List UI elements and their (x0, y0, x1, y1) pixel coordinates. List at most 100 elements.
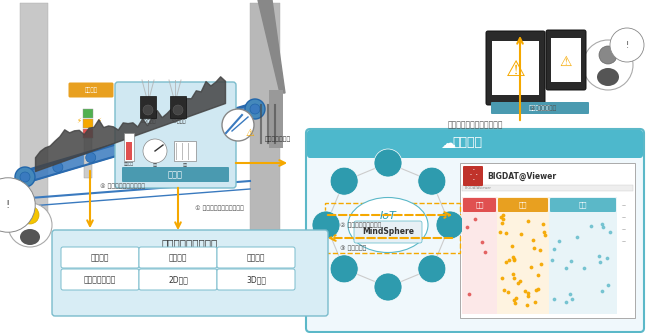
Text: 予兆: 予兆 (519, 202, 527, 208)
Text: クラウド上でデータを分析: クラウド上でデータを分析 (447, 121, 502, 130)
Point (508, 255, 518, 260)
Text: 正常: 正常 (578, 202, 587, 208)
Text: ⚠: ⚠ (246, 128, 254, 138)
Text: センサ: センサ (168, 170, 183, 179)
Circle shape (330, 167, 358, 195)
Polygon shape (25, 103, 255, 183)
Text: IoT: IoT (380, 211, 396, 221)
Bar (462, 185, 633, 191)
Circle shape (250, 104, 260, 114)
Point (604, 229, 615, 235)
Text: ① センサの数値をデータ化: ① センサの数値をデータ化 (195, 205, 244, 211)
Bar (250, 3, 280, 233)
Text: ② データをクラウドへ: ② データをクラウドへ (340, 222, 382, 228)
Bar (124, 133, 134, 161)
Bar (83, 129, 93, 138)
Circle shape (436, 211, 464, 239)
FancyBboxPatch shape (463, 166, 483, 186)
Circle shape (330, 255, 358, 283)
Point (567, 296, 577, 301)
FancyBboxPatch shape (52, 230, 328, 316)
Circle shape (599, 46, 617, 64)
Circle shape (374, 149, 402, 177)
FancyBboxPatch shape (115, 82, 236, 188)
Text: 電流情報: 電流情報 (247, 253, 265, 262)
Circle shape (53, 162, 63, 172)
Point (540, 229, 550, 235)
FancyBboxPatch shape (551, 38, 581, 82)
Point (538, 221, 549, 227)
Text: ──: ── (621, 228, 626, 232)
Text: 振動情報: 振動情報 (169, 253, 187, 262)
FancyBboxPatch shape (546, 30, 586, 90)
Text: ⚡: ⚡ (96, 118, 101, 124)
Text: 警報発報: 警報発報 (84, 87, 98, 93)
Bar (462, 197, 497, 314)
Point (520, 289, 530, 294)
Point (595, 259, 605, 265)
Text: ⚠: ⚠ (506, 60, 525, 80)
FancyBboxPatch shape (486, 31, 545, 105)
FancyBboxPatch shape (217, 269, 295, 290)
Point (528, 246, 539, 251)
Point (547, 258, 558, 263)
Point (499, 212, 509, 218)
Polygon shape (258, 0, 285, 93)
Point (554, 238, 565, 244)
Bar (269, 90, 283, 148)
Circle shape (418, 255, 446, 283)
Circle shape (86, 153, 96, 163)
Point (561, 299, 571, 304)
FancyBboxPatch shape (217, 247, 295, 268)
Point (533, 272, 543, 278)
Text: 2D情報: 2D情報 (168, 275, 188, 284)
Point (516, 232, 526, 237)
Bar (174, 141, 196, 161)
Bar (314, 133, 636, 148)
Point (603, 283, 614, 288)
Circle shape (583, 40, 633, 90)
Bar (325, 203, 460, 253)
Point (561, 266, 571, 271)
Point (501, 230, 512, 235)
Point (602, 255, 612, 260)
Text: 振動: 振動 (183, 163, 187, 167)
Point (549, 246, 559, 251)
Text: BIGDATAViewer: BIGDATAViewer (465, 186, 492, 190)
Point (526, 264, 537, 270)
Point (566, 258, 577, 263)
Point (579, 266, 590, 271)
Point (594, 253, 604, 258)
Point (512, 295, 522, 301)
FancyBboxPatch shape (550, 198, 616, 212)
Point (536, 261, 546, 267)
Point (533, 286, 543, 291)
Text: ☁: ☁ (441, 136, 456, 151)
Text: ③ 予兆を通知: ③ 予兆を通知 (340, 245, 367, 251)
Ellipse shape (348, 197, 428, 252)
Bar (84, 138, 92, 178)
Circle shape (143, 105, 153, 115)
Bar (497, 197, 549, 314)
Text: マシンビジョン: マシンビジョン (84, 275, 116, 284)
FancyBboxPatch shape (68, 83, 114, 98)
Circle shape (20, 172, 30, 182)
FancyBboxPatch shape (498, 198, 548, 212)
Text: モバイル端末: モバイル端末 (528, 105, 551, 111)
Point (527, 237, 538, 242)
Bar (549, 197, 617, 314)
FancyBboxPatch shape (491, 102, 589, 114)
Text: !: ! (625, 41, 629, 50)
Point (462, 224, 472, 229)
Text: 異常: 異常 (475, 202, 484, 208)
Point (476, 239, 487, 244)
FancyBboxPatch shape (139, 247, 217, 268)
Point (549, 296, 559, 301)
Text: ──: ── (621, 216, 626, 220)
Text: BIGDAT@Viewer: BIGDAT@Viewer (487, 171, 556, 180)
FancyBboxPatch shape (61, 247, 139, 268)
Circle shape (118, 143, 129, 153)
FancyBboxPatch shape (122, 167, 229, 182)
Circle shape (143, 139, 167, 163)
Text: ④ 内部要員へ予兆を通知: ④ 内部要員へ予兆を通知 (100, 183, 145, 189)
